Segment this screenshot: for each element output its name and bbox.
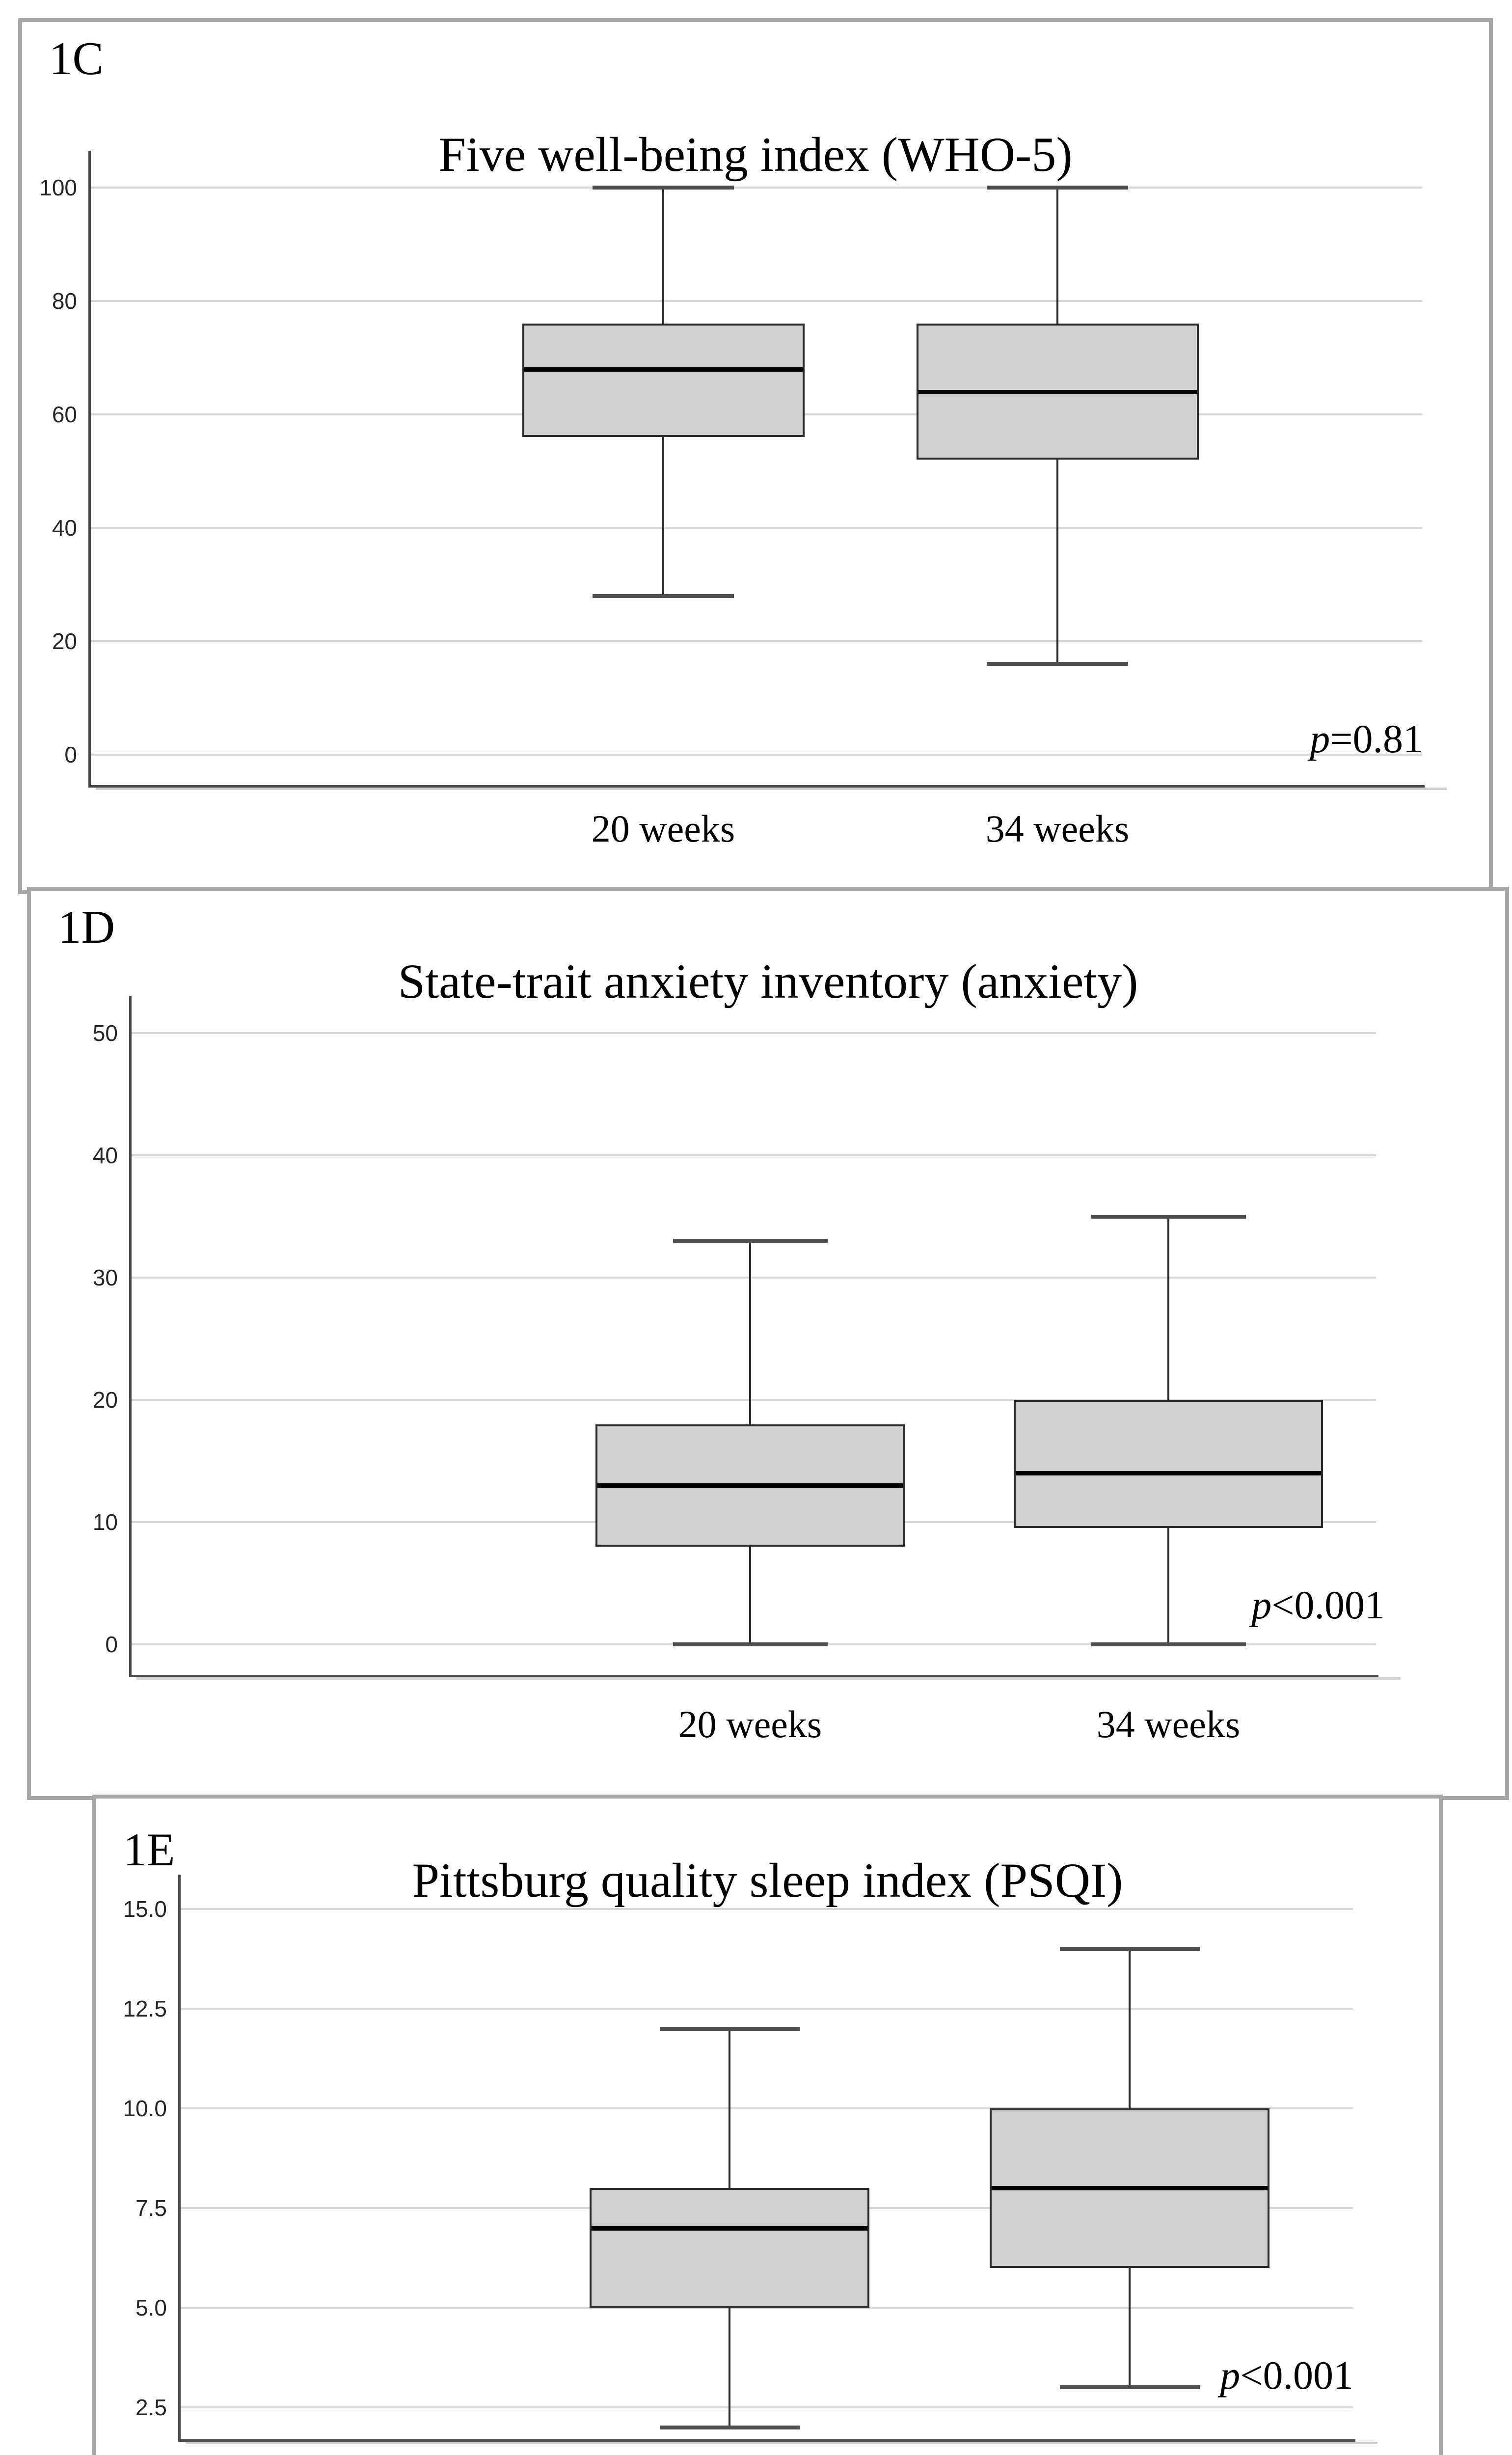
- panel-1e-content: 1E Pittsburg quality sleep index (PSQI) …: [96, 1799, 1439, 2455]
- y-axis-tick-label: 10: [92, 1509, 118, 1535]
- x-axis-line: [129, 1675, 1378, 1677]
- whisker-cap-max: [987, 186, 1128, 190]
- chart-title-stai: State-trait anxiety inventory (anxiety): [398, 954, 1138, 1009]
- whisker-cap-min: [1091, 1642, 1246, 1646]
- category-label: 34 weeks: [985, 807, 1130, 850]
- box-iqr: [1014, 1400, 1323, 1528]
- p-value-text: <0.001: [1271, 1582, 1385, 1627]
- y-axis-line: [178, 1875, 181, 2442]
- gridline: [91, 187, 1422, 189]
- whisker-cap-min: [673, 1642, 828, 1646]
- y-axis-tick-label: 20: [92, 1387, 118, 1413]
- figure-panel-1e: 1E Pittsburg quality sleep index (PSQI) …: [92, 1795, 1443, 2455]
- whisker-cap-min: [593, 594, 734, 598]
- p-value-psqi: p<0.001: [1220, 2353, 1353, 2398]
- median-line: [1016, 1471, 1321, 1476]
- y-axis-tick-label: 2.5: [135, 2395, 167, 2420]
- y-axis-tick-label: 0: [105, 1632, 118, 1657]
- y-axis-line: [129, 996, 132, 1677]
- gridline: [132, 1277, 1376, 1279]
- y-axis-tick-label: 80: [52, 288, 77, 314]
- y-axis-tick-label: 12.5: [123, 1996, 167, 2021]
- gridline: [132, 1154, 1376, 1156]
- y-axis-tick-label: 20: [52, 628, 77, 654]
- gridline: [181, 2008, 1353, 2010]
- y-axis-tick-label: 40: [92, 1143, 118, 1168]
- y-axis-tick-label: 100: [39, 175, 77, 200]
- whisker-cap-max: [659, 2026, 800, 2031]
- y-axis-tick-label: 30: [92, 1265, 118, 1290]
- y-axis-line: [88, 151, 91, 788]
- category-label: 34 weeks: [1096, 1703, 1241, 1746]
- gridline: [132, 1032, 1376, 1034]
- whisker-cap-max: [593, 186, 734, 190]
- y-axis-tick-label: 5.0: [135, 2295, 167, 2320]
- panel-1d-content: 1D State-trait anxiety inventory (anxiet…: [31, 891, 1505, 1796]
- plot-area-stai: 50 40 30 20 10 0 20 weeks 34 weeks: [31, 891, 1505, 1796]
- x-axis-shadow: [136, 1677, 1401, 1680]
- figure-panel-1d: 1D State-trait anxiety inventory (anxiet…: [27, 887, 1509, 1800]
- gridline: [91, 640, 1422, 642]
- x-axis-line: [88, 785, 1425, 788]
- box-iqr: [522, 324, 805, 437]
- gridline: [181, 2307, 1353, 2309]
- category-label: 20 weeks: [678, 1703, 822, 1746]
- whisker-cap-min: [1059, 2385, 1200, 2390]
- y-axis-tick-label: 50: [92, 1020, 118, 1046]
- box-iqr: [590, 2188, 869, 2308]
- gridline: [91, 754, 1422, 756]
- panel-label-1d: 1D: [58, 901, 115, 953]
- gridline: [91, 527, 1422, 529]
- median-line: [918, 389, 1197, 394]
- x-axis-line: [178, 2439, 1355, 2442]
- plot-area-who5: 100 80 60 40 20 0 20 weeks 34 weeks: [22, 22, 1489, 890]
- gridline: [91, 300, 1422, 302]
- panel-label-1e: 1E: [123, 1824, 175, 1876]
- whisker-cap-min: [659, 2425, 800, 2429]
- y-axis-tick-label: 15.0: [123, 1896, 167, 1922]
- figure-panel-1c: 1C Five well-being index (WHO-5) 100 80 60…: [18, 18, 1493, 894]
- gridline: [181, 2107, 1353, 2109]
- p-value-text: <0.001: [1240, 2353, 1353, 2398]
- y-axis-tick-label: 60: [52, 402, 77, 427]
- y-axis-tick-label: 10.0: [123, 2096, 167, 2121]
- median-line: [992, 2186, 1268, 2191]
- y-axis-tick-label: 40: [52, 515, 77, 541]
- whisker-cap-min: [987, 662, 1128, 666]
- whisker-cap-max: [673, 1239, 828, 1243]
- p-value-who5: p=0.81: [1310, 716, 1423, 761]
- p-value-text: =0.81: [1330, 716, 1423, 761]
- gridline: [132, 1399, 1376, 1401]
- y-axis-tick-label: 7.5: [135, 2195, 167, 2221]
- whisker-cap-max: [1059, 1947, 1200, 1951]
- p-symbol: p: [1220, 2353, 1241, 2398]
- chart-title-psqi: Pittsburg quality sleep index (PSQI): [412, 1853, 1123, 1908]
- category-label: 20 weeks: [591, 807, 735, 850]
- median-line: [524, 367, 803, 372]
- median-line: [592, 2226, 867, 2231]
- chart-title-who5: Five well-being index (WHO-5): [438, 127, 1073, 182]
- x-axis-shadow: [186, 2442, 1377, 2444]
- gridline: [181, 2406, 1353, 2408]
- whisker-cap-max: [1091, 1214, 1246, 1219]
- panel-1c-content: 1C Five well-being index (WHO-5) 100 80 60…: [22, 22, 1489, 890]
- y-axis-tick-label: 0: [64, 742, 77, 767]
- gridline: [181, 1908, 1353, 1910]
- panel-label-1c: 1C: [49, 32, 104, 84]
- p-symbol: p: [1251, 1582, 1272, 1627]
- x-axis-shadow: [96, 788, 1447, 790]
- p-symbol: p: [1310, 716, 1330, 761]
- p-value-stai: p<0.001: [1251, 1582, 1385, 1627]
- median-line: [597, 1483, 903, 1488]
